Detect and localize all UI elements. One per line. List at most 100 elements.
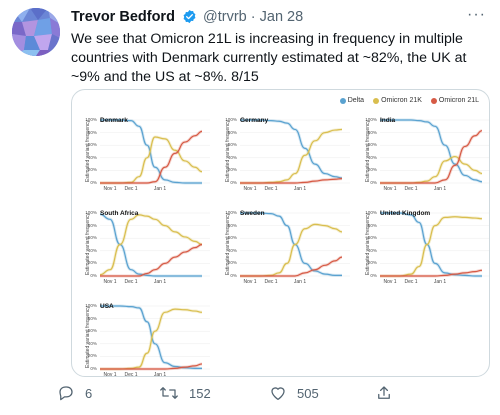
y-axis-label: Estimated variant frequency [225, 120, 231, 182]
like-button[interactable]: 505 [269, 384, 319, 402]
author-name[interactable]: Trevor Bedford [71, 9, 175, 25]
y-tick-label: 100% [85, 303, 97, 308]
reply-count: 6 [85, 385, 93, 401]
y-tick-label: 40% [227, 247, 237, 253]
chart-panel-denmark: Denmark Estimated variant frequency 100% 80… [80, 110, 218, 194]
x-tick-label: Jan 1 [153, 372, 167, 377]
panel-plot [239, 118, 350, 185]
series-line-omicron-21k [99, 214, 203, 276]
reply-button[interactable]: 6 [57, 384, 92, 402]
panel-title: USA [100, 303, 114, 310]
y-tick-label: 40% [367, 247, 377, 253]
legend-item-omicron-21k: Omicron 21K [373, 97, 422, 104]
panel-plot [239, 211, 350, 278]
panel-plot [99, 118, 210, 185]
series-line-omicron-21l [240, 256, 343, 277]
legend-item-delta: Delta [339, 97, 365, 104]
retweet-icon [159, 384, 179, 402]
x-tick-label: Jan 1 [153, 186, 167, 192]
avatar[interactable] [12, 8, 60, 56]
author-handle[interactable]: @trvrb [203, 9, 247, 25]
x-tick-label: Jan 1 [293, 279, 307, 285]
y-tick-label: 20% [227, 167, 237, 173]
chart-panel-india: India Estimated variant frequency 100% 80% 6… [360, 110, 489, 194]
x-tick-label: Jan 1 [433, 279, 447, 285]
series-line-omicron-21k [380, 155, 483, 184]
y-tick-label: 20% [87, 353, 97, 359]
share-button[interactable] [375, 384, 393, 402]
panel-plot [99, 212, 210, 278]
series-band-delta [239, 118, 343, 180]
y-axis-label: Estimated variant frequency [365, 213, 371, 275]
panel-plot [379, 118, 489, 185]
retweet-button[interactable]: 152 [159, 384, 211, 402]
panel-plot [99, 304, 210, 371]
y-tick-label: 0% [230, 273, 237, 278]
y-tick-label: 20% [367, 260, 377, 266]
y-tick-label: 100% [365, 210, 377, 215]
y-tick-label: 80% [227, 129, 237, 135]
tweet-date[interactable]: Jan 28 [259, 9, 304, 25]
x-tick-label: Nov 1 [383, 279, 397, 285]
like-count: 505 [297, 385, 319, 401]
panel-plot [379, 211, 489, 278]
y-tick-label: 0% [370, 180, 377, 185]
x-tick-label: Nov 1 [103, 279, 117, 285]
tweet-text: We see that Omicron 21L is increasing in… [71, 31, 467, 85]
series-line-delta [99, 305, 202, 369]
chart-panel-united-kingdom: United Kingdom Estimated variant frequenc… [360, 203, 489, 287]
x-tick-label: Nov 1 [103, 186, 117, 192]
series-line-omicron-21l [380, 269, 483, 277]
tweet-media-image[interactable]: Delta Omicron 21K Omicron 21L Denmark Estim… [71, 89, 490, 377]
series-line-delta [99, 213, 202, 277]
y-tick-label: 40% [87, 247, 97, 253]
y-axis-label: Estimated variant frequency [365, 120, 371, 182]
series-line-omicron-21l [240, 177, 343, 184]
y-tick-label: 100% [85, 117, 97, 122]
y-tick-label: 60% [87, 142, 97, 148]
chart-panel-south-africa: South Africa Estimated variant frequency 1… [80, 203, 218, 287]
y-tick-label: 80% [367, 222, 377, 228]
series-line-delta [239, 119, 343, 179]
panel-title: Denmark [100, 117, 128, 124]
legend-label: Delta [347, 97, 365, 104]
y-tick-label: 100% [225, 210, 237, 215]
more-options-icon[interactable]: ··· [467, 6, 486, 23]
series-line-omicron-21l [100, 363, 203, 370]
series-line-delta [379, 119, 483, 183]
series-band-omicron-21k [99, 213, 203, 277]
y-tick-label: 80% [227, 222, 237, 228]
panel-title: India [380, 117, 396, 124]
legend-swatch [339, 97, 346, 104]
series-band-omicron-21k [100, 307, 203, 371]
x-tick-label: Nov 1 [243, 186, 257, 192]
y-tick-label: 0% [90, 366, 97, 371]
tweet-actions: 6 152 505 [57, 384, 497, 406]
chart-legend: Delta Omicron 21K Omicron 21L [339, 97, 479, 104]
y-axis-label: Estimated variant frequency [225, 213, 231, 275]
avatar-image [12, 8, 60, 56]
tweet-header: Trevor Bedford @trvrb · Jan 28 [71, 9, 303, 28]
series-line-delta [99, 119, 202, 184]
x-tick-label: Jan 1 [153, 279, 167, 285]
y-tick-label: 60% [227, 235, 237, 241]
y-tick-label: 100% [225, 117, 237, 122]
legend-swatch [373, 97, 380, 104]
chart-panel-sweden: Sweden Estimated variant frequency 100% 80%… [220, 203, 358, 287]
separator-dot: · [250, 9, 256, 25]
y-tick-label: 60% [87, 328, 97, 334]
series-band-delta [379, 118, 483, 184]
x-tick-label: Dec 1 [264, 279, 278, 285]
y-tick-label: 60% [367, 142, 377, 148]
y-tick-label: 20% [87, 260, 97, 266]
panel-title: United Kingdom [380, 210, 431, 217]
series-line-omicron-21l [100, 130, 203, 184]
heart-icon [269, 384, 287, 402]
x-tick-label: Nov 1 [243, 279, 257, 285]
retweet-count: 152 [189, 385, 211, 401]
series-line-omicron-21l [380, 130, 483, 184]
chart-panel-germany: Germany Estimated variant frequency 100% 80… [220, 110, 358, 194]
panel-title: Germany [240, 117, 269, 124]
y-axis-label: Estimated variant frequency [85, 213, 91, 275]
y-tick-label: 0% [90, 273, 97, 278]
